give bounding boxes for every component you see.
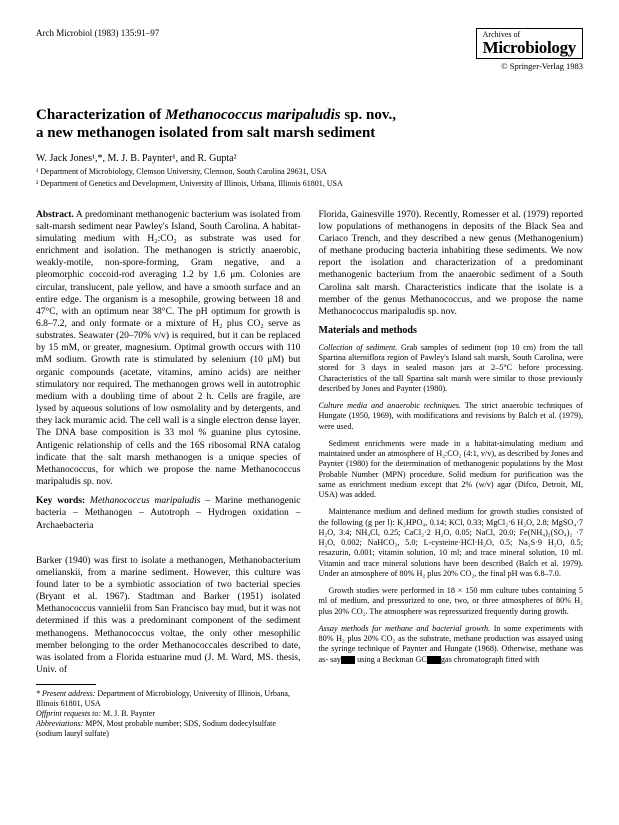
- footnote-offprint-label: Offprint requests to:: [36, 709, 101, 718]
- footnote-abbrev: Abbreviations: MPN, Most probable number…: [36, 719, 301, 739]
- methods-p2-label: Culture media and anaerobic techniques.: [319, 401, 461, 410]
- keywords-paragraph: Key words: Methanococcus maripaludis – M…: [36, 495, 301, 531]
- footnote-abbrev-label: Abbreviations:: [36, 719, 83, 728]
- article-title: Characterization of Methanococcus maripa…: [36, 106, 583, 143]
- intro-paragraph-1: Barker (1940) was first to isolate a met…: [36, 555, 301, 677]
- affiliation-1: ¹ Department of Microbiology, Clemson Un…: [36, 167, 583, 177]
- footnote-rule: [36, 684, 96, 685]
- redaction-box-2: [427, 656, 441, 664]
- journal-title-box: Archives of Microbiology: [476, 28, 583, 59]
- redaction-box-1: [341, 656, 355, 664]
- methods-p2: Culture media and anaerobic techniques. …: [319, 401, 584, 432]
- title-species-italic: Methanococcus maripaludis: [165, 107, 340, 123]
- abstract-label: Abstract.: [36, 210, 74, 220]
- affiliation-2: ² Department of Genetics and Development…: [36, 179, 583, 189]
- footnote-present-address: * Present address: Department of Microbi…: [36, 689, 301, 709]
- keywords-italic: Methanococcus maripaludis: [85, 496, 200, 506]
- journal-box-big: Microbiology: [483, 38, 576, 57]
- two-column-body: Abstract. A predominant methanogenic bac…: [36, 209, 583, 740]
- title-part-1b: sp. nov.,: [341, 107, 396, 123]
- journal-reference: Arch Microbiol (1983) 135:91–97: [36, 28, 159, 40]
- title-part-1: Characterization of: [36, 107, 165, 123]
- methods-p6: Assay methods for methane and bacterial …: [319, 624, 584, 665]
- methods-p6-label: Assay methods for methane and bacterial …: [319, 624, 491, 633]
- abstract-text: A predominant methanogenic bacterium was…: [36, 210, 301, 487]
- methods-p6-tail: using a Beckman GC: [355, 655, 427, 664]
- keywords-label: Key words:: [36, 496, 85, 506]
- footnote-offprint-text: M. J. B. Paynter: [101, 709, 155, 718]
- methods-p1: Collection of sediment. Grab samples of …: [319, 343, 584, 394]
- page-header: Arch Microbiol (1983) 135:91–97 Archives…: [36, 28, 583, 72]
- footnote-present-label: * Present address:: [36, 689, 95, 698]
- methods-p1-label: Collection of sediment.: [319, 343, 398, 352]
- right-column: Florida, Gainesville 1970). Recently, Ro…: [319, 209, 584, 740]
- right-intro-continuation: Florida, Gainesville 1970). Recently, Ro…: [319, 209, 584, 318]
- copyright-line: © Springer-Verlag 1983: [476, 61, 583, 72]
- methods-p6-tail2: gas chromatograph fitted with: [441, 655, 539, 664]
- journal-brand-block: Archives of Microbiology © Springer-Verl…: [476, 28, 583, 72]
- methods-p4: Maintenance medium and defined medium fo…: [319, 507, 584, 579]
- left-column: Abstract. A predominant methanogenic bac…: [36, 209, 301, 740]
- author-line: W. Jack Jones¹,*, M. J. B. Paynter¹, and…: [36, 153, 583, 166]
- methods-heading: Materials and methods: [319, 325, 584, 338]
- methods-p5: Growth studies were performed in 18 × 15…: [319, 586, 584, 617]
- footnote-offprint: Offprint requests to: M. J. B. Paynter: [36, 709, 301, 719]
- methods-p3: Sediment enrichments were made in a habi…: [319, 439, 584, 501]
- spacer: [36, 539, 301, 555]
- title-part-2: a new methanogen isolated from salt mars…: [36, 125, 375, 141]
- abstract-paragraph: Abstract. A predominant methanogenic bac…: [36, 209, 301, 489]
